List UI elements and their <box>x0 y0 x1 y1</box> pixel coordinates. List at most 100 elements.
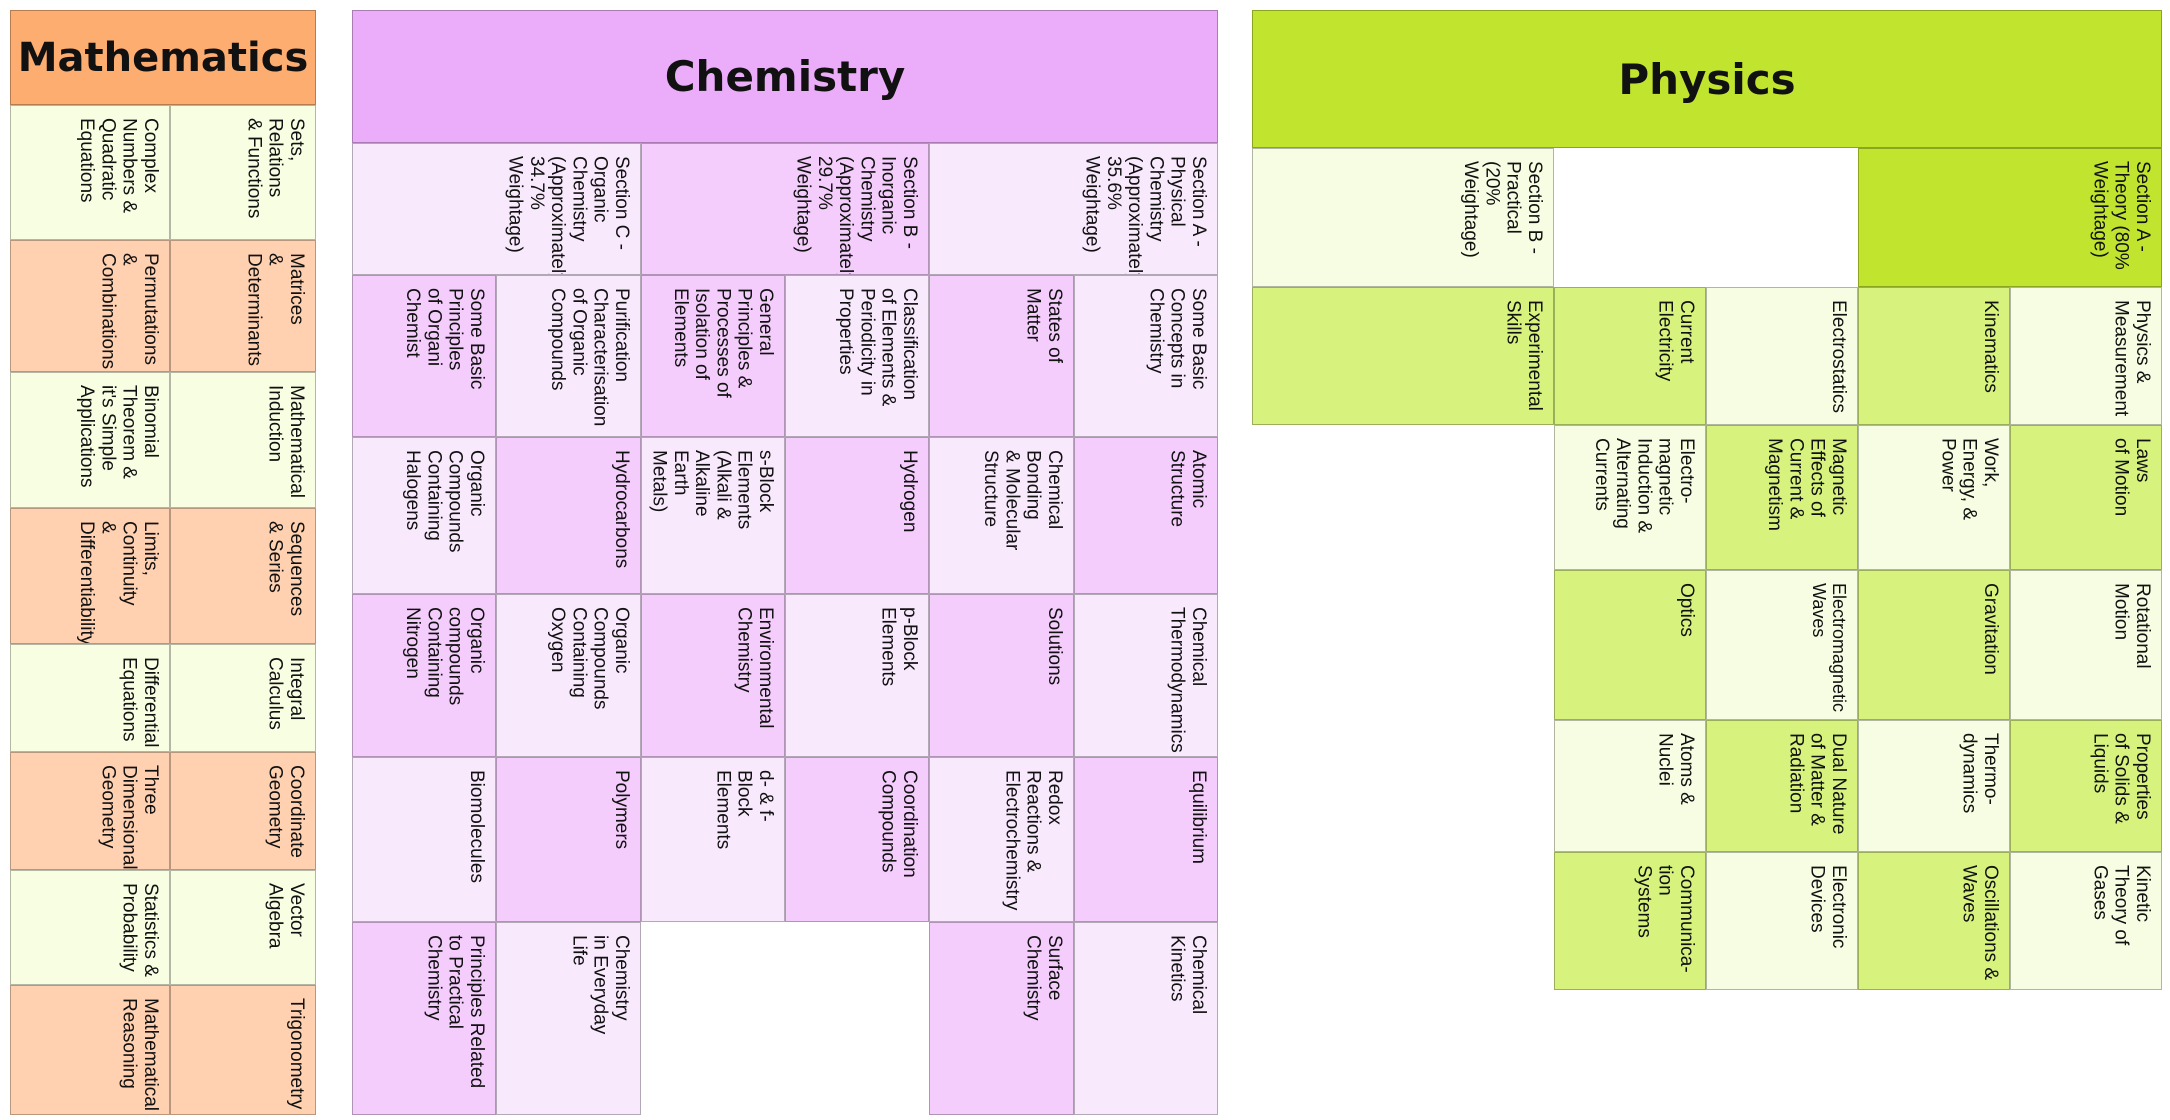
topic-label: Section B - Practical (20% Weightage) <box>1460 161 1545 258</box>
mathematics-title: Mathematics <box>10 10 316 105</box>
chemistry-topic-cell: Purification Characterisation of Organic… <box>496 275 641 437</box>
topic-label: Differential Equations <box>118 657 161 748</box>
math-topic-cell: Permutations & Combinations <box>10 240 170 372</box>
physics-topic-cell: Dual Nature of Matter & Radiation <box>1706 720 1858 852</box>
topic-label: Section A - Physical Chemistry (Approxim… <box>1081 156 1209 275</box>
topic-label: Oscillations & Waves <box>1958 865 2001 981</box>
topic-label: Laws of Motion <box>2110 438 2153 517</box>
chemistry-topic-cell: Equilibrium <box>1074 757 1218 922</box>
physics-section-header: Section B - Practical (20% Weightage) <box>1252 148 1554 287</box>
math-topic-cell: Statistics & Probability <box>10 870 170 985</box>
topic-label: Dual Nature of Matter & Radiation <box>1785 733 1849 835</box>
topic-label: Surface Chemistry <box>1022 935 1065 1021</box>
topic-label: Electro- magnetic Induction & Alternatin… <box>1590 438 1697 534</box>
math-topic-cell: Complex Numbers & Quadratic Equations <box>10 105 170 240</box>
topic-label: Experimental Skills <box>1502 300 1545 411</box>
physics-topic-cell: Atoms & Nuclei <box>1554 720 1706 852</box>
topic-label: Section B - Inorganic Chemistry (Approxi… <box>792 156 920 275</box>
topic-label: Mathematical Reasoning <box>118 998 161 1111</box>
physics-topic-cell: Electronic Devices <box>1706 852 1858 990</box>
physics-topic-cell: Gravitation <box>1858 570 2010 720</box>
topic-label: Chemical Bonding & Molecular Structure <box>980 450 1065 551</box>
chemistry-topic-cell: Some Basic Concepts in Chemistry <box>1074 275 1218 437</box>
physics-topic-cell: Oscillations & Waves <box>1858 852 2010 990</box>
topic-label: Hydrogen <box>899 450 920 533</box>
physics-topic-cell: Experimental Skills <box>1252 287 1554 425</box>
topic-label: Electronic Devices <box>1806 865 1849 949</box>
topic-label: General Principles & Processes of Isolat… <box>669 288 776 398</box>
topic-label: Communica- tion Systems <box>1633 865 1697 973</box>
physics-topic-cell: Electrostatics <box>1706 287 1858 425</box>
topic-label: Current Electricity <box>1654 300 1697 382</box>
topic-label: Hydrocarbons <box>611 450 632 569</box>
physics-topic-cell: Thermo- dynamics <box>1858 720 2010 852</box>
topic-label: Complex Numbers & Quadratic Equations <box>76 118 161 214</box>
chemistry-topic-cell: Chemical Kinetics <box>1074 922 1218 1115</box>
topic-label: Optics <box>1676 583 1697 637</box>
topic-label: s-Block Elements (Alkali & Alkaline Eart… <box>648 450 776 530</box>
topic-label: Kinetic Theory of Gases <box>2089 865 2153 946</box>
chemistry-topic-cell: Hydrocarbons <box>496 437 641 594</box>
topic-label: Statistics & Probability <box>118 883 161 977</box>
topic-label: Atomic Structure <box>1166 450 1209 528</box>
physics-topic-cell: Properties of Solids & Liquids <box>2010 720 2162 852</box>
math-topic-cell: Mathematical Induction <box>170 372 316 508</box>
math-topic-cell: Coordinate Geometry <box>170 752 316 870</box>
chemistry-topic-cell: d- & f- Block Elements <box>641 757 785 922</box>
topic-label: Matrices & Determinants <box>243 253 307 366</box>
chemistry-section-header: Section A - Physical Chemistry (Approxim… <box>929 143 1218 275</box>
chemistry-topic-cell: Redox Reactions & Electrochemistry <box>929 757 1074 922</box>
math-topic-cell: Vector Algebra <box>170 870 316 985</box>
topic-label: States of Matter <box>1022 288 1065 363</box>
topic-label: Integral Calculus <box>264 657 307 730</box>
math-topic-cell: Sets, Relations & Functions <box>170 105 316 240</box>
topic-label: Physics & Measurement <box>2110 300 2153 417</box>
chemistry-topic-cell: Hydrogen <box>785 437 929 594</box>
topic-label: Chemistry in Everyday Life <box>568 935 632 1035</box>
chemistry-topic-cell: s-Block Elements (Alkali & Alkaline Eart… <box>641 437 785 594</box>
topic-label: Gravitation <box>1980 583 2001 675</box>
topic-label: Electrostatics <box>1828 300 1849 413</box>
topic-label: Some Basic Concepts in Chemistry <box>1145 288 1209 390</box>
chemistry-topic-cell: Surface Chemistry <box>929 922 1074 1115</box>
topic-label: Sets, Relations & Functions <box>243 118 307 219</box>
topic-label: Some Basic Principles of Organi Chemist <box>402 288 487 390</box>
topic-label: Atoms & Nuclei <box>1654 733 1697 805</box>
chemistry-topic-cell: Environmental Chemistry <box>641 594 785 757</box>
topic-label: Electromagnetic Waves <box>1808 583 1849 713</box>
physics-section-header: Section A - Theory (80% Weightage) <box>1858 148 2162 287</box>
topic-label: Rotational Motion <box>2110 583 2153 669</box>
math-topic-cell: Binomial Theorem & it's Simple Applicati… <box>10 372 170 508</box>
topic-label: Chemical Kinetics <box>1166 935 1209 1015</box>
topic-label: Coordination Compounds <box>877 770 920 878</box>
math-topic-cell: Matrices & Determinants <box>170 240 316 372</box>
topic-label: Work, Energy, & Power <box>1937 438 2001 521</box>
topic-label: Organic compounds Containing Nitrogen <box>402 607 487 706</box>
chemistry-topic-cell: General Principles & Processes of Isolat… <box>641 275 785 437</box>
chemistry-topic-cell: Atomic Structure <box>1074 437 1218 594</box>
topic-label: Polymers <box>611 770 632 850</box>
physics-topic-cell: Magnetic Effects of Current & Magnetism <box>1706 425 1858 570</box>
chemistry-topic-cell: p-Block Elements <box>785 594 929 757</box>
physics-title: Physics <box>1252 10 2162 148</box>
chemistry-topic-cell: Some Basic Principles of Organi Chemist <box>352 275 496 437</box>
chemistry-topic-cell: Organic compounds Containing Nitrogen <box>352 594 496 757</box>
topic-label: Section C - Organic Chemistry (Approxima… <box>504 156 632 275</box>
chemistry-section-header: Section B - Inorganic Chemistry (Approxi… <box>641 143 929 275</box>
topic-label: Environmental Chemistry <box>733 607 776 729</box>
physics-topic-cell: Kinetic Theory of Gases <box>2010 852 2162 990</box>
topic-label: Equilibrium <box>1188 770 1209 864</box>
physics-topic-cell: Work, Energy, & Power <box>1858 425 2010 570</box>
topic-label: Trigonometry <box>286 998 307 1110</box>
topic-label: Binomial Theorem & it's Simple Applicati… <box>76 385 161 488</box>
chemistry-topic-cell: Polymers <box>496 757 641 922</box>
math-topic-cell: Sequences & Series <box>170 508 316 644</box>
chemistry-topic-cell: States of Matter <box>929 275 1074 437</box>
math-topic-cell: Three Dimensional Geometry <box>10 752 170 870</box>
physics-topic-cell: Electromagnetic Waves <box>1706 570 1858 720</box>
topic-label: Magnetic Effects of Current & Magnetism <box>1764 438 1849 531</box>
physics-topic-cell: Rotational Motion <box>2010 570 2162 720</box>
physics-topic-cell: Communica- tion Systems <box>1554 852 1706 990</box>
topic-label: Organic Compounds Containing Oxygen <box>547 607 632 710</box>
chemistry-topic-cell: Coordination Compounds <box>785 757 929 922</box>
